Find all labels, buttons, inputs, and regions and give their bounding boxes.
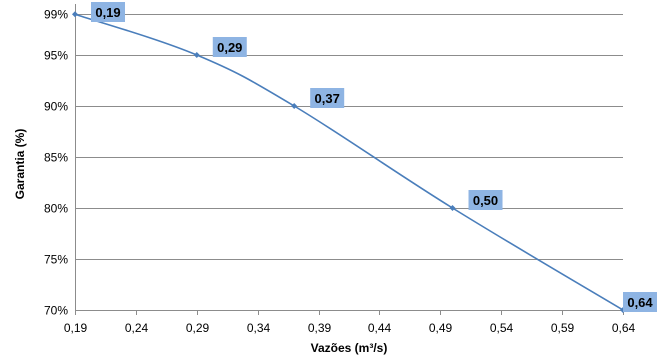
x-tick-label: 0,54 [490, 321, 514, 335]
data-point [193, 52, 200, 58]
data-point [72, 11, 78, 18]
y-tick-label: 90% [44, 100, 68, 114]
data-point [291, 103, 298, 109]
axes: 70% 75% 80% 85% 90% 95% 99% 0,19 0,24 0,29 0,34 0,3… [44, 4, 636, 335]
y-tick-label: 99% [44, 8, 68, 22]
x-axis-title: Vazões (m³/s) [311, 341, 388, 355]
data-label: 0,19 [95, 5, 120, 20]
series-line [74, 13, 624, 311]
data-labels: 0,19 0,29 0,37 0,50 0,64 [91, 2, 657, 312]
x-tick-label: 0,24 [125, 321, 149, 335]
x-tick-label: 0,29 [186, 321, 210, 335]
data-label: 0,29 [217, 40, 242, 55]
data-point [449, 205, 456, 211]
x-tick-label: 0,64 [612, 321, 636, 335]
gridlines [75, 14, 623, 260]
data-label-box [310, 88, 345, 108]
y-tick-label: 70% [44, 304, 68, 318]
data-label-box [91, 2, 125, 22]
data-label: 0,37 [315, 91, 340, 106]
x-tick-label: 0,59 [551, 321, 575, 335]
data-label-box [623, 292, 657, 312]
x-tick-label: 0,49 [429, 321, 453, 335]
data-label: 0,64 [627, 295, 653, 310]
y-tick-label: 85% [44, 151, 68, 165]
x-tick-label: 0,44 [368, 321, 392, 335]
y-axis-title: Garantia (%) [13, 129, 27, 200]
x-tick-label: 0,34 [247, 321, 271, 335]
y-tick-label: 80% [44, 202, 68, 216]
data-label-box [212, 37, 247, 57]
data-label: 0,50 [473, 193, 498, 208]
y-tick-label: 95% [44, 49, 68, 63]
y-tick-label: 75% [44, 253, 68, 267]
x-tick-label: 0,19 [64, 321, 88, 335]
x-tick-label: 0,39 [308, 321, 332, 335]
series [72, 11, 626, 313]
data-label-box [468, 190, 503, 210]
